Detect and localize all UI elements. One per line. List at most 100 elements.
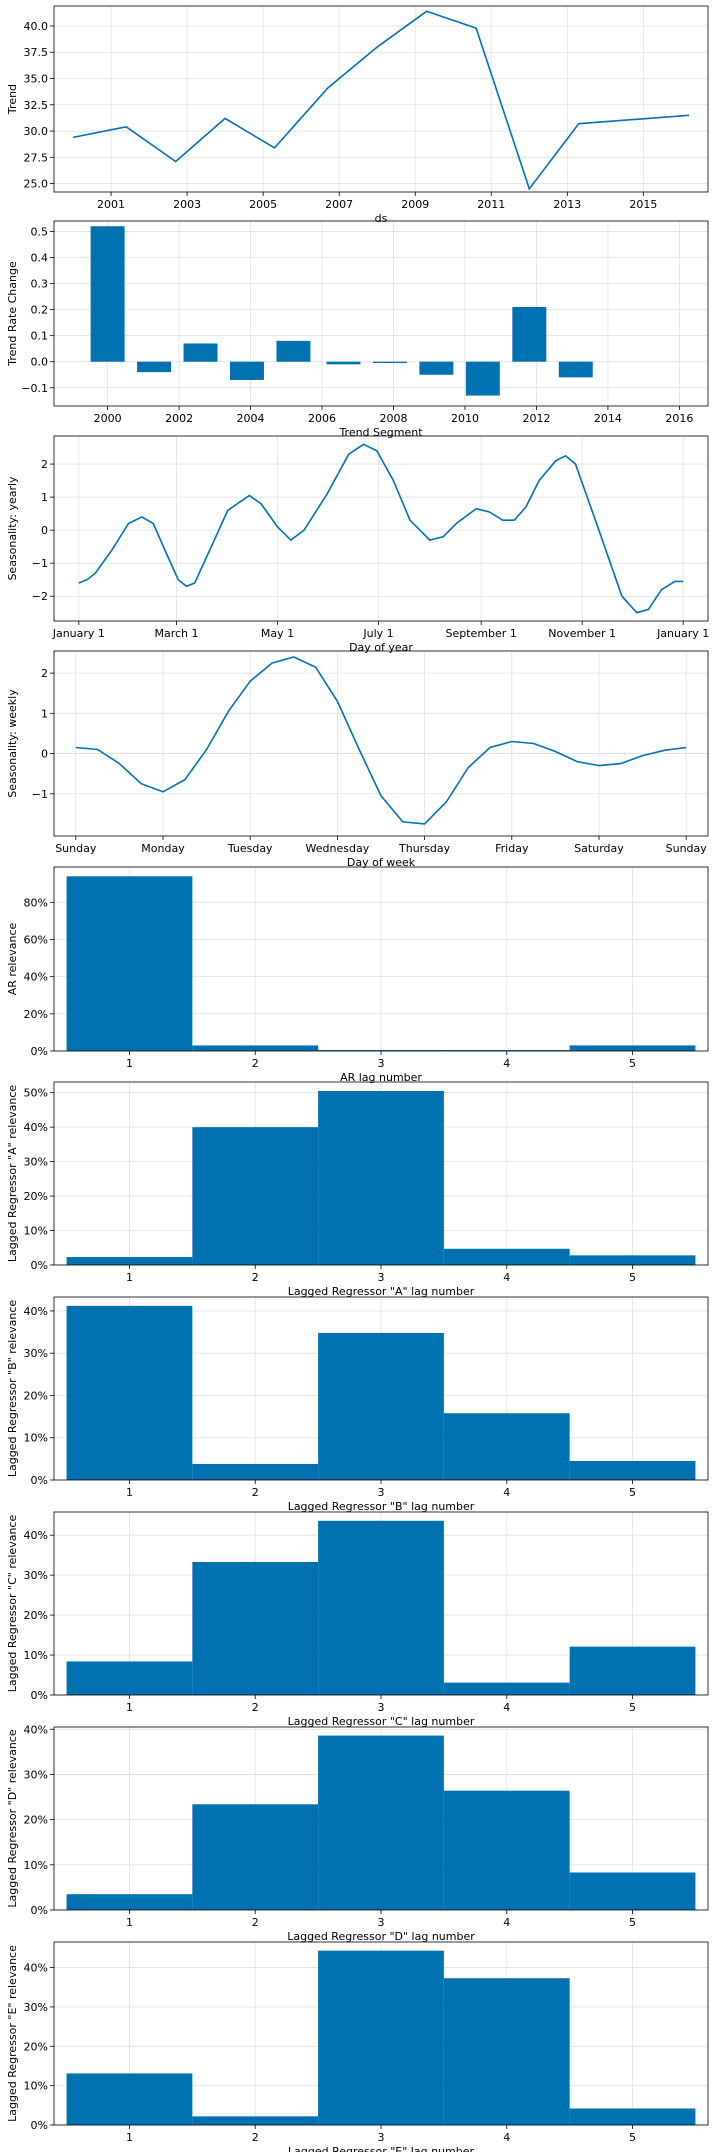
x-tick-label: 4 (503, 2131, 510, 2144)
x-tick-label: 2015 (629, 198, 657, 211)
bar-segment (465, 361, 500, 396)
x-axis-label: Trend Segment (338, 426, 423, 439)
x-tick-label: 2016 (665, 412, 693, 425)
bar-segment (183, 343, 218, 362)
y-tick-label: 80% (24, 896, 48, 909)
x-tick-label: 2012 (522, 412, 550, 425)
bar-lag-2 (192, 1127, 319, 1265)
x-tick-label: 4 (503, 1701, 510, 1714)
bar-lag-4 (443, 1790, 570, 1910)
y-tick-label: 40% (24, 971, 48, 984)
bar-lag-1 (66, 1305, 193, 1480)
x-tick-label: 1 (126, 1057, 133, 1070)
y-tick-label: 30% (24, 2001, 48, 2014)
bar-segment (90, 226, 125, 362)
y-tick-label: 2 (41, 458, 48, 471)
y-tick-label: 30% (24, 1156, 48, 1169)
x-tick-label: January 1 (52, 627, 105, 640)
bar-lag-3 (318, 1520, 444, 1695)
y-tick-label: 40% (24, 1529, 48, 1542)
x-tick-label: 1 (126, 1916, 133, 1929)
y-tick-label: 40.0 (24, 20, 49, 33)
bar-lag-5 (569, 1646, 696, 1695)
y-tick-label: 0% (31, 1045, 48, 1058)
lagged-regressor-d-panel: 1 2 3 4 5 0% 10% 20% 30% 40% Lagged Regressor "D" … (6, 1723, 709, 1943)
x-tick-label: 2 (252, 1057, 259, 1070)
seasonality-weekly-line (75, 656, 687, 825)
y-tick-label: 0.5 (31, 225, 49, 238)
x-tick-label: 4 (503, 1486, 510, 1499)
seasonality-yearly-panel: January 1 March 1 May 1 July 1 September 1 No… (6, 435, 709, 654)
y-tick-label: 40% (24, 1305, 48, 1318)
y-tick-label: 10% (24, 1432, 48, 1445)
x-axis-label: Lagged Regressor "A" lag number (288, 1285, 475, 1298)
lagged-regressor-a-panel: 1 2 3 4 50%10%20%30%40%50%Lagged Regressor "… (6, 1081, 709, 1298)
axes-frame (53, 5, 709, 193)
bar-segment (230, 361, 264, 380)
x-tick-label: 5 (629, 1057, 636, 1070)
bar-segment (419, 361, 454, 375)
x-tick-label: 1 (126, 1701, 133, 1714)
bar-lag-1 (66, 1257, 193, 1265)
y-tick-label: 30% (24, 1768, 48, 1781)
x-tick-label: 5 (629, 2131, 636, 2144)
bar-lag-2 (192, 1561, 319, 1695)
x-tick-label: Sunday (666, 842, 708, 855)
x-tick-label: 2 (252, 1271, 259, 1284)
x-tick-label: 3 (378, 1916, 385, 1929)
y-tick-label: 0% (31, 1474, 48, 1487)
x-axis-label: Lagged Regressor "E" lag number (288, 2145, 474, 2152)
y-tick-label: 10% (24, 1225, 48, 1238)
y-tick-label: 1 (41, 707, 48, 720)
x-tick-label: 4 (503, 1057, 510, 1070)
trend-rate-change-panel: 2000 2002 2004 2006 2008 2010 2012 2014 2016 −0.1… (6, 220, 709, 439)
x-tick-label: 2009 (401, 198, 429, 211)
y-tick-label: −0.1 (21, 382, 48, 395)
x-tick-label: 2014 (594, 412, 622, 425)
x-tick-label: 2005 (249, 198, 277, 211)
y-tick-label: 0.2 (31, 304, 49, 317)
bar-lag-3 (318, 1090, 444, 1265)
y-tick-label: 20% (24, 1814, 48, 1827)
bar-segment (558, 361, 593, 378)
bar-lag-5 (569, 1045, 696, 1051)
y-tick-label: 0.4 (31, 251, 49, 264)
ar-relevance-panel: 1 2 3 4 5 0% 20% 40% 60% 80% AR lag number AR relev… (6, 866, 709, 1084)
x-tick-label: 2007 (325, 198, 353, 211)
y-axis-label: Lagged Regressor "D" relevance (6, 1729, 19, 1907)
y-tick-label: 0% (31, 2119, 48, 2132)
x-tick-label: Friday (495, 842, 529, 855)
x-tick-label: 3 (378, 2131, 385, 2144)
x-tick-label: 2 (252, 1916, 259, 1929)
y-axis-label: Seasonality: yearly (6, 476, 19, 581)
y-axis-label: Lagged Regressor "C" relevance (6, 1515, 19, 1693)
bar-lag-4 (443, 1978, 570, 2125)
x-tick-label: 3 (378, 1486, 385, 1499)
bar-lag-1 (66, 876, 193, 1051)
y-tick-label: 30.0 (24, 125, 49, 138)
bar-lag-5 (569, 1460, 696, 1480)
bar-lag-5 (569, 1255, 696, 1265)
y-tick-label: 27.5 (24, 151, 49, 164)
y-axis-label: Lagged Regressor "B" relevance (6, 1300, 19, 1478)
axes-frame (53, 435, 709, 622)
y-tick-label: −2 (32, 590, 48, 603)
x-tick-label: 1 (126, 1271, 133, 1284)
x-tick-label: 2008 (380, 412, 408, 425)
y-tick-label: 10% (24, 1859, 48, 1872)
seasonality-weekly-panel: Sunday Monday Tuesday Wednesday Thursday Frid… (6, 650, 709, 869)
seasonality-yearly-line (78, 443, 684, 614)
y-axis-label: Trend (6, 84, 19, 115)
bar-lag-4 (443, 1248, 570, 1265)
bar-segment (372, 361, 407, 364)
bar-lag-4 (443, 1682, 570, 1695)
x-tick-label: 3 (378, 1701, 385, 1714)
x-tick-label: 1 (126, 1486, 133, 1499)
x-tick-label: Wednesday (306, 842, 370, 855)
x-tick-label: 5 (629, 1916, 636, 1929)
x-tick-label: 2 (252, 1486, 259, 1499)
y-tick-label: 0.1 (31, 330, 49, 343)
x-tick-label: 2013 (553, 198, 581, 211)
y-tick-label: 30% (24, 1569, 48, 1582)
x-tick-label: 5 (629, 1271, 636, 1284)
